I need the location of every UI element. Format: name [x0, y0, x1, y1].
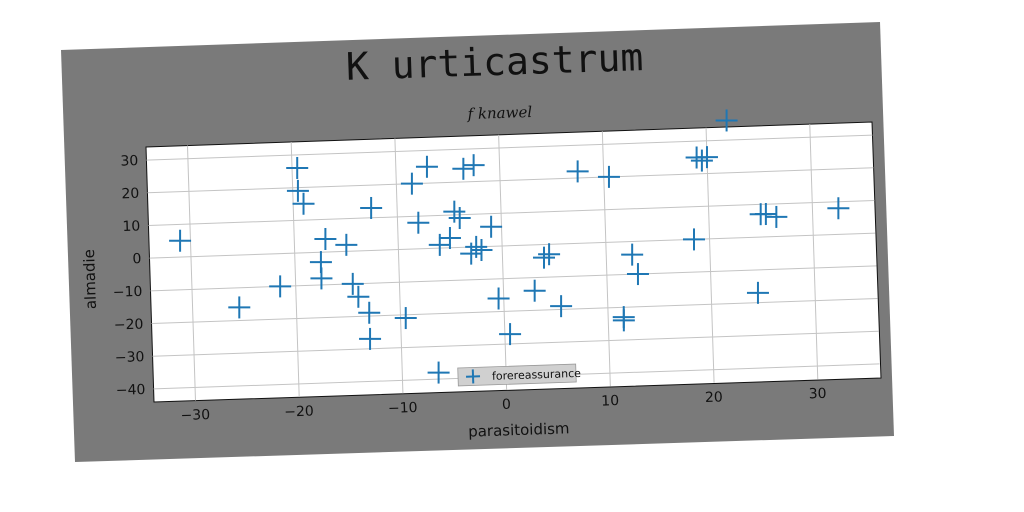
- y-gridline: [152, 330, 879, 357]
- x-tick-label: 20: [705, 389, 723, 406]
- y-tick-label: −10: [113, 284, 143, 301]
- y-tick-label: 10: [122, 218, 140, 235]
- data-point: [754, 203, 777, 226]
- data-point: [480, 215, 503, 238]
- data-point: [612, 309, 635, 332]
- x-tick-label: 10: [601, 393, 619, 410]
- data-points: [169, 109, 850, 384]
- data-point: [499, 323, 522, 346]
- data-point: [228, 296, 251, 319]
- data-point: [169, 229, 192, 252]
- data-point: [550, 295, 573, 318]
- data-point: [360, 196, 383, 219]
- data-point: [314, 228, 337, 251]
- data-point: [292, 192, 315, 215]
- data-point: [566, 160, 589, 183]
- data-point: [286, 179, 309, 202]
- data-point: [415, 155, 438, 178]
- y-tick-label: −40: [116, 382, 146, 399]
- data-point: [427, 361, 450, 384]
- data-point: [407, 211, 430, 234]
- legend-marker: [465, 369, 481, 384]
- x-axis-label: parasitoidism: [468, 419, 570, 440]
- data-point: [462, 154, 485, 177]
- x-gridline: [394, 138, 404, 394]
- tick-labels: −30 −20 −10 0 10 20 30 30 20 10 0 −10 −20 −30 −40: [113, 153, 827, 424]
- data-point: [438, 226, 461, 249]
- data-point: [358, 301, 381, 324]
- x-gridline: [809, 124, 819, 380]
- y-axis-label: almadie: [80, 249, 100, 310]
- x-gridline: [601, 131, 611, 387]
- legend-label: forereassurance: [492, 367, 582, 383]
- data-point: [269, 275, 292, 298]
- y-tick-label: 30: [120, 153, 138, 170]
- data-point: [347, 285, 370, 308]
- y-tick-label: −20: [114, 317, 144, 334]
- data-point: [400, 172, 423, 195]
- y-tick-label: 0: [132, 251, 141, 267]
- x-gridline: [186, 145, 196, 401]
- y-tick-label: −30: [115, 349, 145, 366]
- x-tick-label: 0: [502, 397, 511, 413]
- data-point: [533, 246, 556, 269]
- data-point: [341, 272, 364, 295]
- x-gridline: [498, 134, 508, 390]
- y-gridline: [146, 134, 873, 161]
- data-point: [690, 149, 713, 172]
- data-point: [310, 267, 333, 290]
- y-gridline: [147, 167, 874, 194]
- data-point: [465, 235, 488, 258]
- y-gridline: [149, 232, 876, 259]
- data-point: [359, 327, 382, 350]
- x-tick-label: 30: [808, 386, 826, 403]
- data-point: [746, 281, 769, 304]
- data-point: [470, 238, 493, 261]
- x-tick-label: −30: [180, 407, 210, 424]
- data-point: [335, 233, 358, 256]
- y-tick-label: 20: [121, 186, 139, 203]
- data-point: [715, 109, 738, 132]
- x-gridline: [290, 141, 300, 398]
- data-point: [538, 243, 561, 266]
- data-point: [452, 157, 475, 180]
- data-point: [487, 287, 510, 310]
- x-tick-label: −10: [388, 400, 418, 417]
- data-point: [682, 228, 705, 251]
- data-point: [695, 146, 718, 169]
- data-point: [286, 156, 309, 179]
- data-point: [765, 205, 788, 228]
- data-point: [626, 263, 649, 286]
- data-point: [394, 307, 417, 330]
- data-point: [597, 165, 620, 188]
- data-point: [448, 207, 471, 230]
- y-gridline: [148, 199, 875, 226]
- x-gridline: [705, 127, 715, 383]
- chart-subtitle: f knawel: [466, 103, 532, 123]
- plot-area: [145, 121, 882, 403]
- y-gridline: [151, 298, 878, 325]
- data-point: [621, 243, 644, 266]
- legend: forereassurance: [457, 363, 582, 387]
- chart-title: K urticastrum: [345, 35, 644, 89]
- x-tick-label: −20: [284, 404, 314, 421]
- legend-box: [457, 363, 577, 387]
- data-point: [523, 279, 546, 302]
- data-point: [827, 197, 850, 220]
